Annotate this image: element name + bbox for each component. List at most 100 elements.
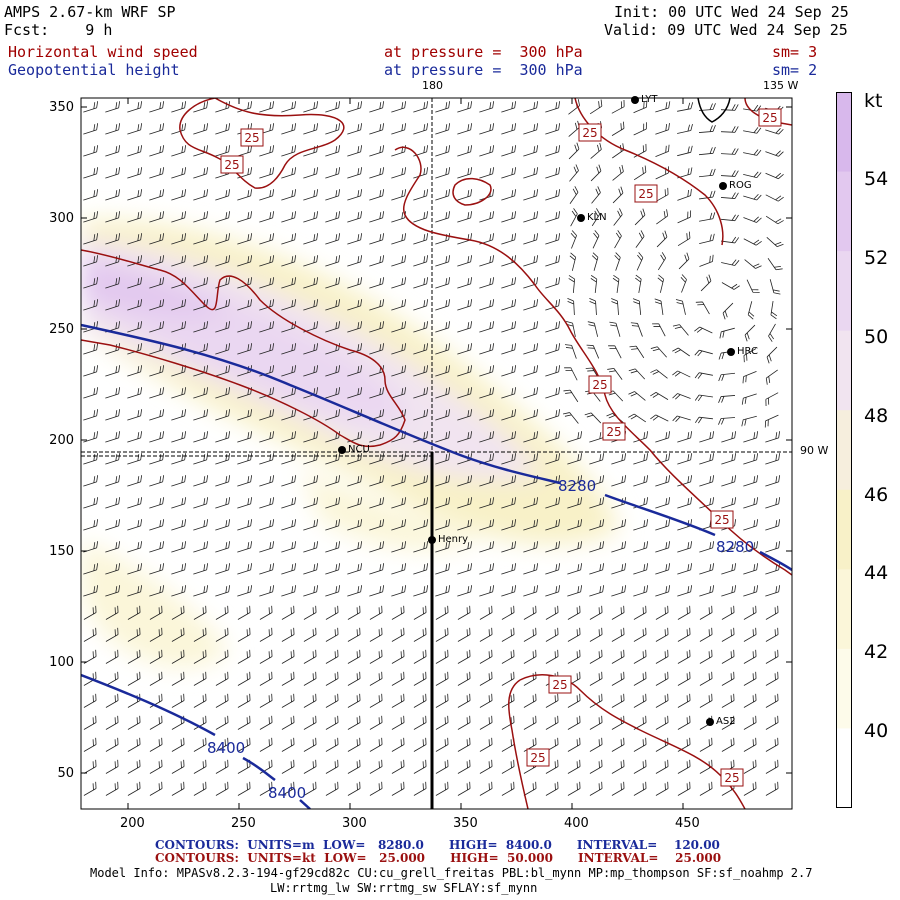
wind-barb [743, 605, 757, 620]
wind-barb [655, 431, 671, 443]
wind-barb [569, 164, 579, 182]
wind-barb [633, 781, 647, 796]
wind-barb [545, 167, 561, 179]
wind-barb [501, 321, 517, 333]
wind-barb [105, 343, 121, 355]
wind-barb [765, 150, 784, 157]
wind-barb [391, 167, 407, 179]
station-dot-rog [719, 182, 727, 190]
wind-barb [83, 233, 99, 245]
wind-barb [347, 189, 363, 201]
wind-barb [325, 693, 339, 708]
wind-barb [281, 277, 297, 289]
wind-barb [193, 167, 209, 179]
wind-barb [435, 475, 451, 487]
wind-barb [259, 781, 273, 796]
wind-barb [325, 365, 341, 377]
wind-barb [303, 627, 317, 642]
wind-barb [259, 627, 273, 642]
wind-barb [127, 781, 141, 796]
wind-barb [479, 585, 495, 597]
wind-barb [457, 715, 471, 730]
wind-barb [628, 391, 646, 401]
wind-barb [545, 189, 561, 201]
wind-barb [413, 101, 429, 113]
colorbar [836, 92, 852, 808]
wind-barb [281, 299, 297, 311]
wind-barb [611, 737, 625, 752]
wind-barb [479, 145, 495, 157]
wind-barb [589, 627, 603, 642]
wind-barb [655, 541, 671, 553]
wind-barb [523, 211, 539, 223]
wind-barb [677, 605, 691, 620]
wind-barb [259, 563, 275, 575]
wind-barb [501, 585, 517, 597]
wind-barb [303, 365, 319, 377]
wind-barb [501, 497, 517, 509]
wind-barb [523, 497, 539, 509]
wind-barb [457, 321, 473, 333]
wind-barb [633, 541, 649, 553]
wind-barb [215, 453, 231, 465]
wind-barb [193, 627, 207, 642]
wind-barb [612, 164, 624, 181]
wind-barb [655, 627, 669, 642]
wind-barb [633, 737, 647, 752]
wind-barb [699, 453, 715, 465]
wind-barb [237, 431, 253, 443]
valid-time: Valid: 09 UTC Wed 24 Sep 25 [604, 21, 848, 39]
wind-barb [743, 671, 757, 686]
wind-barb [325, 453, 341, 465]
wind-barb [545, 409, 561, 421]
wind-barb [564, 344, 577, 359]
wind-barb [391, 255, 407, 267]
wind-barb [193, 475, 209, 487]
speed-label-text: 25 [592, 378, 607, 392]
wind-barb [567, 693, 581, 708]
wind-barb [325, 671, 339, 686]
wind-barb [655, 519, 671, 531]
wind-barb [457, 605, 471, 620]
speed-label-text: 25 [530, 751, 545, 765]
wind-barb [591, 186, 601, 204]
wind-barb [237, 693, 251, 708]
wind-barb [568, 275, 576, 294]
wind-barb [413, 145, 429, 157]
wind-barb [237, 211, 253, 223]
wind-barb [83, 715, 97, 730]
wind-barb [632, 298, 642, 316]
speed-label-box [220, 155, 244, 174]
wind-barb [545, 101, 561, 113]
wind-barb [237, 715, 251, 730]
wind-barb [105, 387, 121, 399]
wind-barb [83, 343, 99, 355]
wind-barb [83, 189, 99, 201]
wind-barb [281, 563, 297, 575]
wind-barb [259, 541, 275, 553]
wind-barb [545, 781, 559, 796]
wind-barb [743, 171, 762, 179]
wind-barb [435, 541, 451, 553]
wind-barb [677, 210, 692, 224]
wind-barb [628, 413, 647, 423]
wind-barb [699, 585, 715, 597]
wind-barb [589, 671, 603, 686]
wind-barb [479, 343, 495, 355]
wind-barb [765, 649, 779, 664]
wind-barb [369, 431, 385, 443]
wind-barb [589, 649, 603, 664]
wind-barb [479, 431, 495, 443]
wind-barb [369, 453, 385, 465]
wind-barb [83, 519, 99, 531]
wind-barb [193, 649, 207, 664]
wind-barb [171, 759, 185, 774]
wind-barb [591, 208, 601, 227]
wind-barb [149, 409, 165, 421]
wind-barb [413, 541, 429, 553]
wind-barb [413, 211, 429, 223]
wind-barb [655, 649, 669, 664]
wind-barb [369, 671, 383, 686]
y-tick-200: 200 [49, 433, 74, 448]
wind-barb [523, 627, 537, 642]
